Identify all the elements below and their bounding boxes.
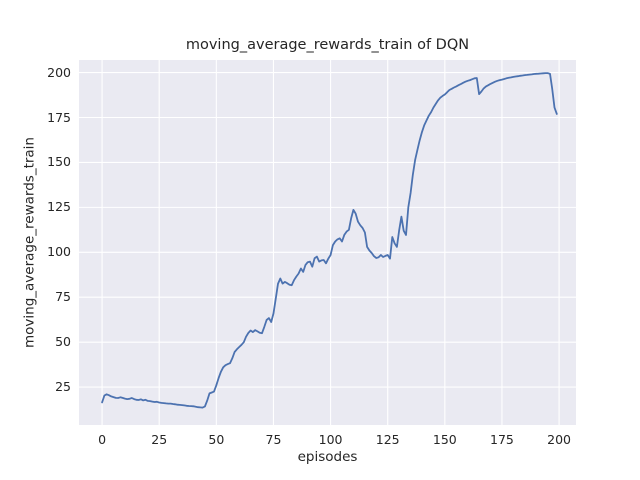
y-axis-label: moving_average_rewards_train — [21, 137, 38, 349]
x-tick-label: 25 — [151, 432, 168, 447]
x-tick-label: 150 — [432, 432, 457, 447]
x-tick-label: 200 — [547, 432, 571, 447]
x-tick-label: 0 — [98, 432, 107, 447]
chart-title: moving_average_rewards_train of DQN — [185, 37, 470, 53]
x-tick-label: 175 — [490, 432, 514, 447]
data-line — [101, 72, 558, 409]
y-tick-label: 150 — [47, 154, 71, 170]
y-tick-label: 175 — [47, 109, 71, 125]
y-tick-label: 200 — [47, 64, 71, 80]
y-tick-label: 75 — [55, 289, 71, 305]
y-tick-label: 125 — [47, 199, 71, 215]
axes-background — [79, 60, 576, 425]
y-tick-label: 25 — [55, 379, 71, 395]
y-tick-label: 50 — [55, 334, 71, 350]
x-tick-label: 75 — [265, 432, 282, 447]
y-tick-label: 100 — [47, 244, 71, 260]
x-tick-label: 125 — [375, 432, 400, 447]
x-tick-label: 100 — [318, 432, 343, 447]
x-axis-label: episodes — [297, 449, 358, 465]
x-tick-label: 50 — [208, 432, 225, 447]
